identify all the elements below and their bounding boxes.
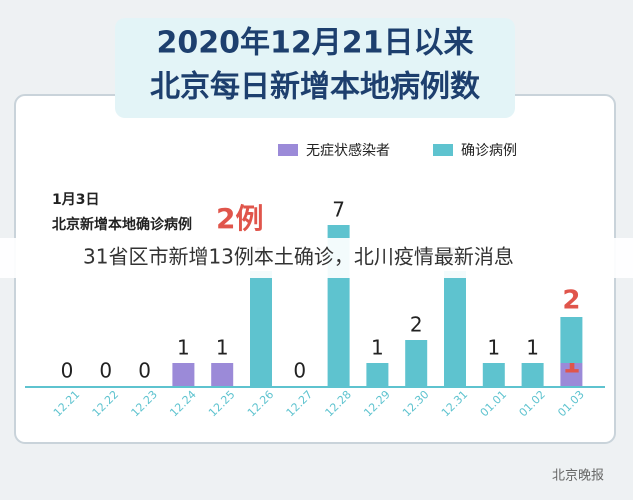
data-label: 7 [332,198,345,222]
data-label: 1 [371,336,384,360]
data-label: 0 [138,359,151,383]
bar [444,271,466,386]
data-label: 0 [99,359,112,383]
data-label: 1 [177,336,190,360]
banner-text: 31省区市新增13例本土确诊，北川疫情最新消息 [83,245,514,269]
data-label: 1 [526,336,539,360]
legend-swatch [278,144,298,156]
bar [250,271,272,386]
chart-subtitle: 北京每日新增本地病例数 [150,70,481,105]
data-label: 1 [487,336,500,360]
banner [0,238,633,278]
bar [405,340,428,386]
annotation-highlight: 2例 [216,202,263,235]
legend-swatch [433,144,453,156]
watermark: 北京晚报 [552,469,604,484]
bar [482,363,505,386]
data-label: 2 [410,313,423,337]
legend-label: 无症状感染者 [306,142,390,159]
data-label: 0 [61,359,74,383]
bar [560,317,583,363]
data-label: 0 [293,359,306,383]
annotation-date: 1月3日 [52,192,99,208]
bar [366,363,389,386]
bar [560,363,583,386]
data-label: 1 [216,336,229,360]
legend-label: 确诊病例 [461,143,517,159]
bar [211,363,234,386]
bar [172,363,195,386]
annotation-text: 北京新增本地确诊病例 [52,216,192,233]
chart-title: 2020年12月21日以来 [157,26,474,61]
title-box [115,18,515,118]
data-label: 2 [562,286,580,316]
bar [521,363,544,386]
